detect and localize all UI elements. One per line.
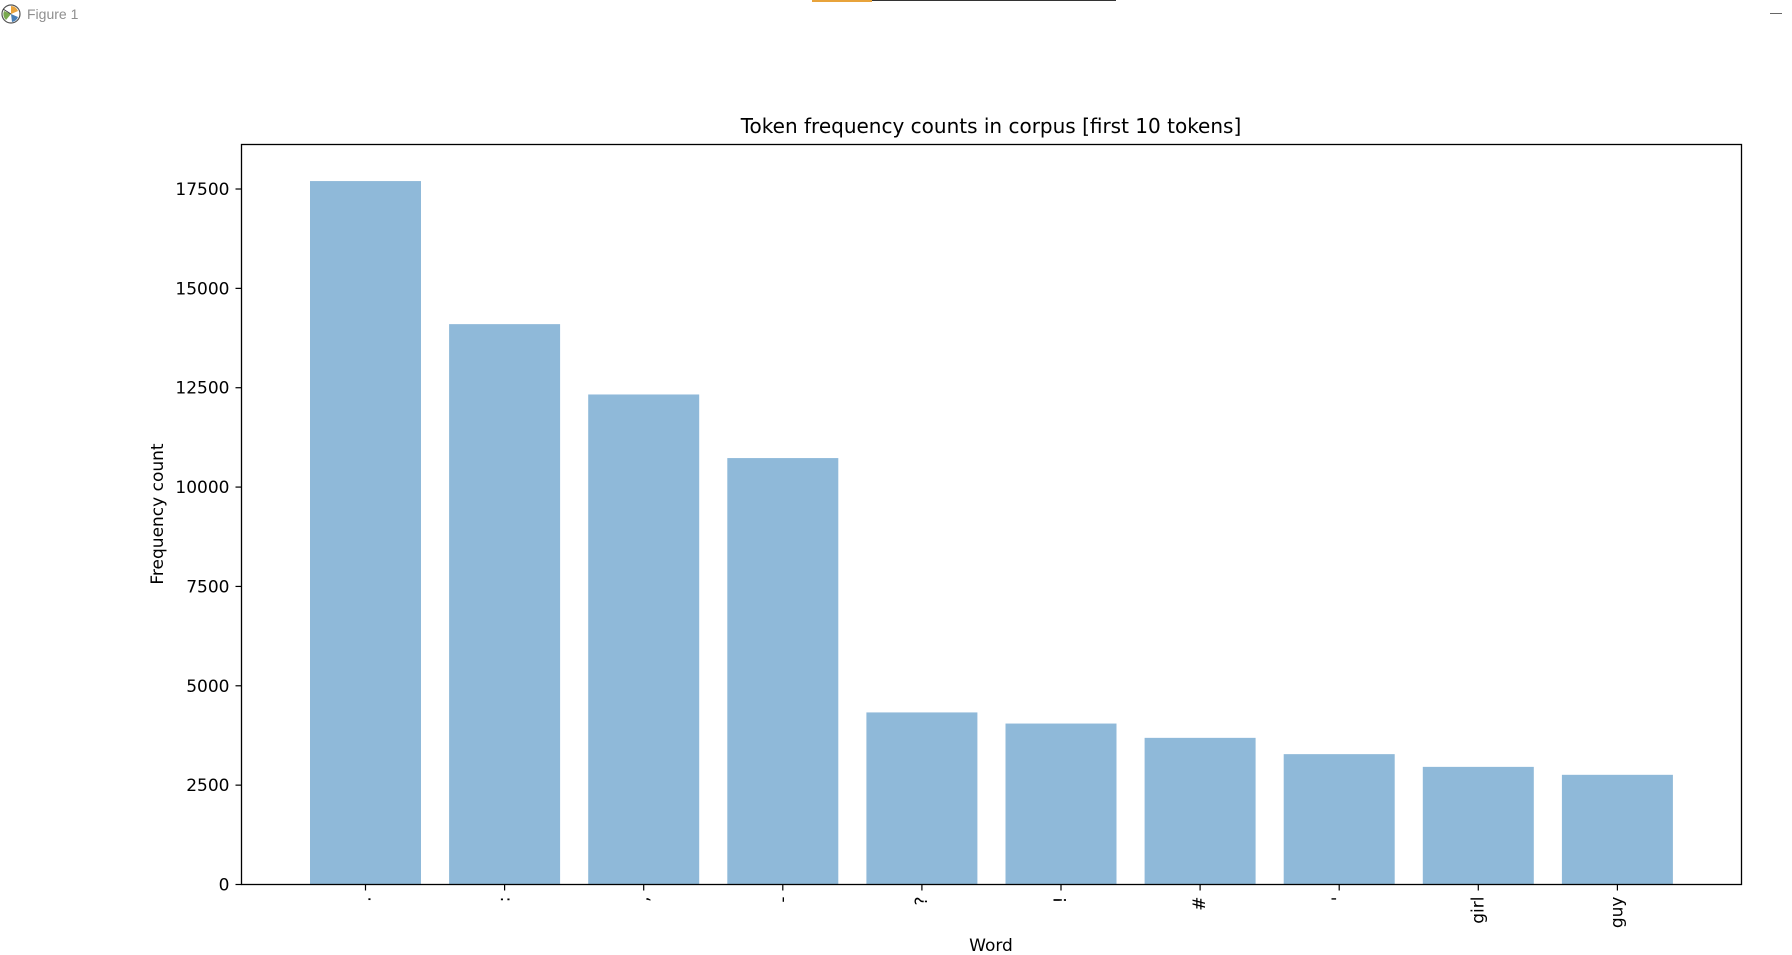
- x-tick-label: ,: [634, 897, 654, 902]
- matplotlib-figure-icon: [1, 4, 21, 24]
- bars-group: [310, 181, 1673, 885]
- x-axis-label: Word: [969, 936, 1013, 955]
- taskbar-focus-line: [872, 0, 1116, 1]
- y-tick-label: 17500: [175, 180, 229, 200]
- bar-3: [727, 458, 839, 885]
- x-tick-label: ': [1329, 897, 1349, 902]
- x-tick-label: #: [1190, 897, 1210, 911]
- y-tick-label: 12500: [175, 379, 229, 399]
- x-tick-label: girl: [1468, 897, 1488, 924]
- y-tick-label: 5000: [186, 677, 229, 697]
- y-tick-label: 10000: [175, 478, 229, 498]
- y-tick-label: 15000: [175, 279, 229, 299]
- y-tick-label: 2500: [186, 776, 229, 796]
- bar-7: [1283, 754, 1395, 885]
- bar-9: [1561, 774, 1673, 885]
- window-title: Figure 1: [27, 6, 79, 22]
- taskbar-focus-accent: [812, 0, 872, 2]
- x-tick-label: ?: [912, 897, 932, 906]
- x-tick-label: :: [495, 897, 515, 903]
- x-tick-label: -: [773, 897, 793, 903]
- bar-5: [1005, 723, 1117, 885]
- x-axis-ticks: .:, -?! # ' girl guy: [356, 884, 1627, 929]
- bar-1: [449, 324, 561, 885]
- bar-2: [588, 394, 700, 885]
- plot-area-frame: [240, 143, 1743, 886]
- y-axis-label: Frequency count: [148, 443, 168, 585]
- bar-0: [310, 181, 421, 885]
- bar-8: [1422, 766, 1534, 885]
- y-axis-ticks: 0 2500 5000 7500 10000 12500 15000 17500: [175, 180, 242, 896]
- x-tick-label: .: [356, 897, 376, 902]
- bar-4: [866, 712, 978, 885]
- minimize-button[interactable]: [1750, 0, 1792, 28]
- x-tick-label: !: [1051, 897, 1071, 904]
- y-tick-label: 7500: [186, 577, 229, 597]
- y-tick-label: 0: [219, 876, 230, 896]
- bar-6: [1144, 737, 1256, 885]
- chart-title: Token frequency counts in corpus [first …: [740, 114, 1242, 138]
- x-tick-label: guy: [1607, 897, 1627, 929]
- window-titlebar: Figure 1: [0, 0, 1792, 28]
